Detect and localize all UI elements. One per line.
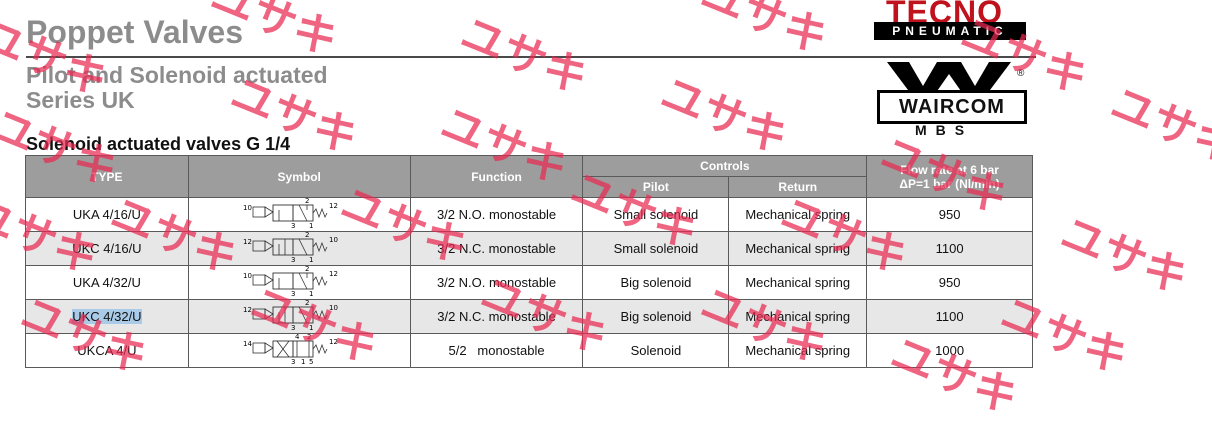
- watermark-text: ユサキ: [1103, 77, 1212, 175]
- watermark-text: ユサキ: [653, 67, 796, 165]
- waircom-sub-text: MBS: [915, 122, 974, 138]
- type-cell[interactable]: UKA 4/32/U: [25, 265, 189, 300]
- col-header-flow: Flow rate at 6 bar ΔP=1 bar (Nl/min): [866, 155, 1033, 198]
- flow-header-line-2: ΔP=1 bar (Nl/min): [899, 176, 1000, 191]
- flow-cell: 1100: [866, 231, 1033, 266]
- svg-text:3: 3: [291, 324, 295, 330]
- svg-text:12: 12: [329, 202, 338, 210]
- valve-5-2-symbol-icon: 14 4 2 12 3 1 5: [243, 333, 338, 366]
- function-cell: 5/2 monostable: [409, 333, 584, 368]
- col-header-type: TYPE: [25, 155, 189, 198]
- svg-text:3: 3: [291, 358, 295, 364]
- svg-text:2: 2: [305, 232, 309, 239]
- svg-text:10: 10: [243, 204, 252, 212]
- return-cell: Mechanical spring: [728, 231, 868, 266]
- pilot-cell: Big solenoid: [582, 265, 730, 300]
- pilot-cell: Small solenoid: [582, 197, 730, 232]
- flow-cell: 1100: [866, 299, 1033, 334]
- svg-text:1: 1: [309, 324, 313, 330]
- col-header-symbol: Symbol: [187, 155, 411, 198]
- svg-text:1: 1: [309, 256, 313, 262]
- valve-3-2-symbol-icon: 12 2 10 3 1: [243, 231, 338, 264]
- table-row: UKC 4/16/U 12 2 10 3 1 3: [25, 231, 1033, 266]
- waircom-w-icon: [887, 62, 1011, 94]
- valve-3-2-symbol-icon: 10 2 12 3 1: [243, 197, 338, 230]
- function-cell: 3/2 N.O. monostable: [409, 265, 584, 300]
- svg-text:12: 12: [329, 338, 338, 346]
- table-row: UKA 4/16/U 10 2 12 3 1 3: [25, 197, 1033, 232]
- symbol-cell: 12 2 10 3 1: [187, 299, 411, 334]
- subtitle-line-2: Series UK: [26, 87, 135, 113]
- svg-text:14: 14: [243, 340, 252, 348]
- col-header-function: Function: [409, 155, 584, 198]
- svg-text:2: 2: [305, 300, 309, 307]
- watermark-text: ユサキ: [1053, 207, 1196, 305]
- svg-text:3: 3: [291, 290, 295, 296]
- waircom-logo: ® WAIRCOM MBS: [875, 62, 1030, 142]
- table-row: UKC 4/32/U 12 2 10 3 1 3: [25, 299, 1033, 334]
- return-cell: Mechanical spring: [728, 197, 868, 232]
- pilot-cell: Solenoid: [582, 333, 730, 368]
- title-rule: [26, 56, 1036, 58]
- svg-text:12: 12: [243, 238, 252, 246]
- svg-text:3: 3: [291, 256, 295, 262]
- svg-text:5: 5: [309, 358, 313, 364]
- svg-text:12: 12: [329, 270, 338, 278]
- svg-text:2: 2: [305, 198, 309, 205]
- valve-3-2-symbol-icon: 10 2 12 3 1: [243, 265, 338, 298]
- svg-text:1: 1: [301, 358, 305, 364]
- function-cell: 3/2 N.C. monostable: [409, 231, 584, 266]
- tecno-pneumatic-logo: TECNO PNEUMATIC: [868, 0, 1026, 44]
- type-cell[interactable]: UKC 4/16/U: [25, 231, 189, 266]
- table-row: UKA 4/32/U 10 2 12 3 1 3: [25, 265, 1033, 300]
- registered-mark: ®: [1017, 68, 1025, 79]
- subtitle-line-1: Pilot and Solenoid actuated: [26, 62, 328, 88]
- flow-header-line-1: Flow rate at 6 bar: [900, 162, 999, 177]
- svg-text:12: 12: [243, 306, 252, 314]
- return-cell: Mechanical spring: [728, 299, 868, 334]
- function-cell: 3/2 N.C. monostable: [409, 299, 584, 334]
- svg-text:2: 2: [305, 266, 309, 273]
- function-cell: 3/2 N.O. monostable: [409, 197, 584, 232]
- watermark-text: ユサキ: [453, 7, 596, 105]
- col-header-pilot: Pilot: [582, 176, 730, 198]
- valve-3-2-symbol-icon: 12 2 10 3 1: [243, 299, 338, 332]
- col-header-controls: Controls: [582, 155, 868, 177]
- type-cell[interactable]: UKCA 4/U: [25, 333, 189, 368]
- svg-text:2: 2: [307, 334, 311, 341]
- selected-text[interactable]: UKC 4/32/U: [72, 309, 142, 324]
- flow-cell: 1000: [866, 333, 1033, 368]
- symbol-cell: 10 2 12 3 1: [187, 265, 411, 300]
- page-title: Poppet Valves: [26, 14, 243, 50]
- waircom-name: WAIRCOM: [877, 90, 1027, 124]
- svg-text:1: 1: [309, 222, 313, 228]
- svg-text:3: 3: [291, 222, 295, 228]
- type-cell[interactable]: UKC 4/32/U: [25, 299, 189, 334]
- return-cell: Mechanical spring: [728, 265, 868, 300]
- flow-cell: 950: [866, 197, 1033, 232]
- symbol-cell: 10 2 12 3 1: [187, 197, 411, 232]
- symbol-cell: 14 4 2 12 3 1 5: [187, 333, 411, 368]
- section-title: Solenoid actuated valves G 1/4: [26, 134, 291, 154]
- return-cell: Mechanical spring: [728, 333, 868, 368]
- col-header-return: Return: [728, 176, 868, 198]
- type-cell[interactable]: UKA 4/16/U: [25, 197, 189, 232]
- pilot-cell: Big solenoid: [582, 299, 730, 334]
- table-row: UKCA 4/U 14 4 2 12 3 1: [25, 333, 1033, 368]
- svg-text:1: 1: [309, 290, 313, 296]
- pneumatic-logo-text: PNEUMATIC: [874, 22, 1026, 40]
- pilot-cell: Small solenoid: [582, 231, 730, 266]
- svg-text:4: 4: [295, 334, 300, 341]
- flow-cell: 950: [866, 265, 1033, 300]
- svg-text:10: 10: [243, 272, 252, 280]
- svg-text:10: 10: [329, 304, 338, 312]
- valve-spec-table: TYPE Symbol Function Controls Flow rate …: [25, 155, 1033, 368]
- symbol-cell: 12 2 10 3 1: [187, 231, 411, 266]
- svg-text:10: 10: [329, 236, 338, 244]
